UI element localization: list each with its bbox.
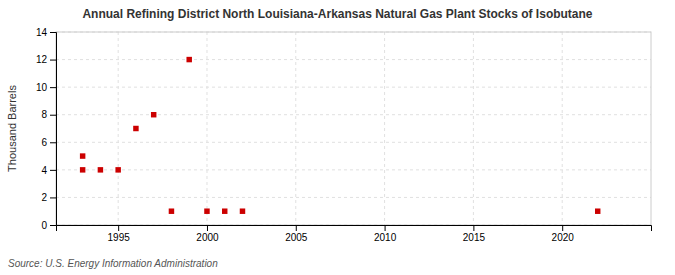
plot-frame bbox=[56, 32, 651, 225]
y-tick-mark bbox=[50, 87, 56, 88]
x-tick-label: 2000 bbox=[196, 232, 219, 243]
y-tick: 14 bbox=[36, 27, 56, 38]
grid bbox=[56, 32, 651, 225]
y-tick-label: 4 bbox=[41, 165, 47, 176]
y-axis-title: Thousand Barrels bbox=[6, 85, 18, 172]
grid-line bbox=[56, 87, 651, 88]
x-tick-mark bbox=[562, 225, 563, 231]
points bbox=[80, 57, 601, 214]
x-axis: 1995 2000 2005 2010 2015 2020 bbox=[57, 225, 652, 243]
y-tick: 2 bbox=[41, 192, 56, 203]
y-tick-label: 10 bbox=[36, 82, 48, 93]
y-tick-label: 0 bbox=[41, 220, 47, 231]
point bbox=[80, 167, 85, 172]
point bbox=[222, 208, 227, 213]
y-tick-label: 6 bbox=[41, 137, 47, 148]
grid-line bbox=[118, 32, 119, 225]
y-tick-mark bbox=[50, 225, 56, 226]
x-tick-mark bbox=[118, 225, 119, 231]
grid-line bbox=[56, 169, 651, 170]
grid-line bbox=[56, 142, 651, 143]
grid-line bbox=[206, 32, 207, 225]
y-tick: 4 bbox=[41, 165, 56, 176]
grid-line bbox=[56, 59, 651, 60]
x-tick: 2000 bbox=[196, 225, 219, 243]
y-tick: 10 bbox=[36, 82, 56, 93]
y-tick-mark bbox=[50, 60, 56, 61]
point bbox=[595, 208, 600, 213]
y-tick-mark bbox=[50, 115, 56, 116]
point bbox=[169, 208, 174, 213]
title: Annual Refining District North Louisiana… bbox=[82, 7, 592, 21]
point bbox=[240, 208, 245, 213]
x-tick-label: 2015 bbox=[463, 232, 486, 243]
source-note: Source: U.S. Energy Information Administ… bbox=[8, 258, 218, 269]
x-tick-mark bbox=[296, 225, 297, 231]
x-tick: 2020 bbox=[552, 225, 575, 243]
grid-line bbox=[473, 32, 474, 225]
y-tick-label: 14 bbox=[36, 27, 48, 38]
point bbox=[98, 167, 103, 172]
point bbox=[151, 112, 156, 117]
x-tick-label: 2020 bbox=[552, 232, 575, 243]
y-tick: 0 bbox=[41, 220, 56, 231]
y-tick-mark bbox=[50, 197, 56, 198]
x-tick-label: 2010 bbox=[374, 232, 397, 243]
y-tick-mark bbox=[50, 170, 56, 171]
y-tick-mark bbox=[50, 32, 56, 33]
y-tick: 12 bbox=[36, 54, 56, 65]
grid-line bbox=[562, 32, 563, 225]
y-tick-label: 12 bbox=[36, 54, 48, 65]
x-tick-mark bbox=[473, 225, 474, 231]
point bbox=[204, 208, 209, 213]
grid-line bbox=[384, 32, 385, 225]
x-tick-mark bbox=[207, 225, 208, 231]
grid-line bbox=[56, 197, 651, 198]
point bbox=[186, 57, 191, 62]
point bbox=[115, 167, 120, 172]
grid-line bbox=[56, 114, 651, 115]
x-tick-label: 1995 bbox=[108, 232, 131, 243]
y-tick-label: 2 bbox=[41, 192, 47, 203]
grid-line bbox=[295, 32, 296, 225]
x-axis-line bbox=[57, 226, 652, 232]
chart: 1995 2000 2005 2010 2015 2020 0 2 4 6 8 10 12 14 Annua… bbox=[0, 0, 675, 275]
x-tick: 2015 bbox=[463, 225, 486, 243]
x-tick: 1995 bbox=[108, 225, 131, 243]
point bbox=[133, 126, 138, 131]
point bbox=[80, 153, 85, 158]
y-tick: 6 bbox=[41, 137, 56, 148]
x-tick-mark bbox=[385, 225, 386, 231]
x-tick: 2005 bbox=[285, 225, 308, 243]
y-axis: 0 2 4 6 8 10 12 14 bbox=[36, 27, 57, 231]
x-tick-label: 2005 bbox=[285, 232, 308, 243]
y-axis-line bbox=[50, 33, 57, 226]
x-tick: 2010 bbox=[374, 225, 397, 243]
y-tick-mark bbox=[50, 142, 56, 143]
y-tick: 8 bbox=[41, 109, 56, 120]
y-tick-label: 8 bbox=[41, 109, 47, 120]
